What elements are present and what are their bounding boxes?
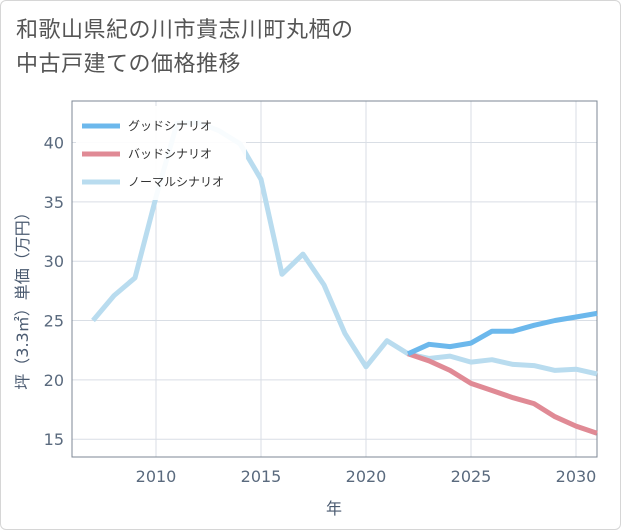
legend-label: バッドシナリオ bbox=[128, 147, 212, 161]
y-axis-title: 坪（3.3㎡）単価（万円） bbox=[13, 204, 32, 389]
y-tick-label: 40 bbox=[44, 134, 64, 153]
y-tick-label: 25 bbox=[44, 312, 64, 331]
x-tick-label: 2010 bbox=[136, 467, 177, 486]
series-line-0 bbox=[406, 310, 598, 357]
y-tick-label: 20 bbox=[44, 371, 64, 390]
legend-label: ノーマルシナリオ bbox=[128, 175, 224, 189]
x-tick-label: 2025 bbox=[451, 467, 492, 486]
page-title: 和歌山県紀の川市貴志川町丸栖の 中古戸建ての価格推移 bbox=[16, 18, 354, 77]
plot-border bbox=[71, 100, 598, 458]
y-tick-label: 15 bbox=[44, 430, 64, 449]
grid bbox=[72, 101, 597, 457]
legend-label: グッドシナリオ bbox=[128, 119, 212, 133]
x-axis-title: 年 bbox=[326, 499, 342, 518]
x-tick-label: 2030 bbox=[556, 467, 597, 486]
y-tick-label: 30 bbox=[44, 252, 64, 271]
x-tick-label: 2015 bbox=[241, 467, 282, 486]
x-tick-label: 2020 bbox=[346, 467, 387, 486]
y-tick-label: 35 bbox=[44, 193, 64, 212]
series-line-1 bbox=[407, 351, 598, 436]
